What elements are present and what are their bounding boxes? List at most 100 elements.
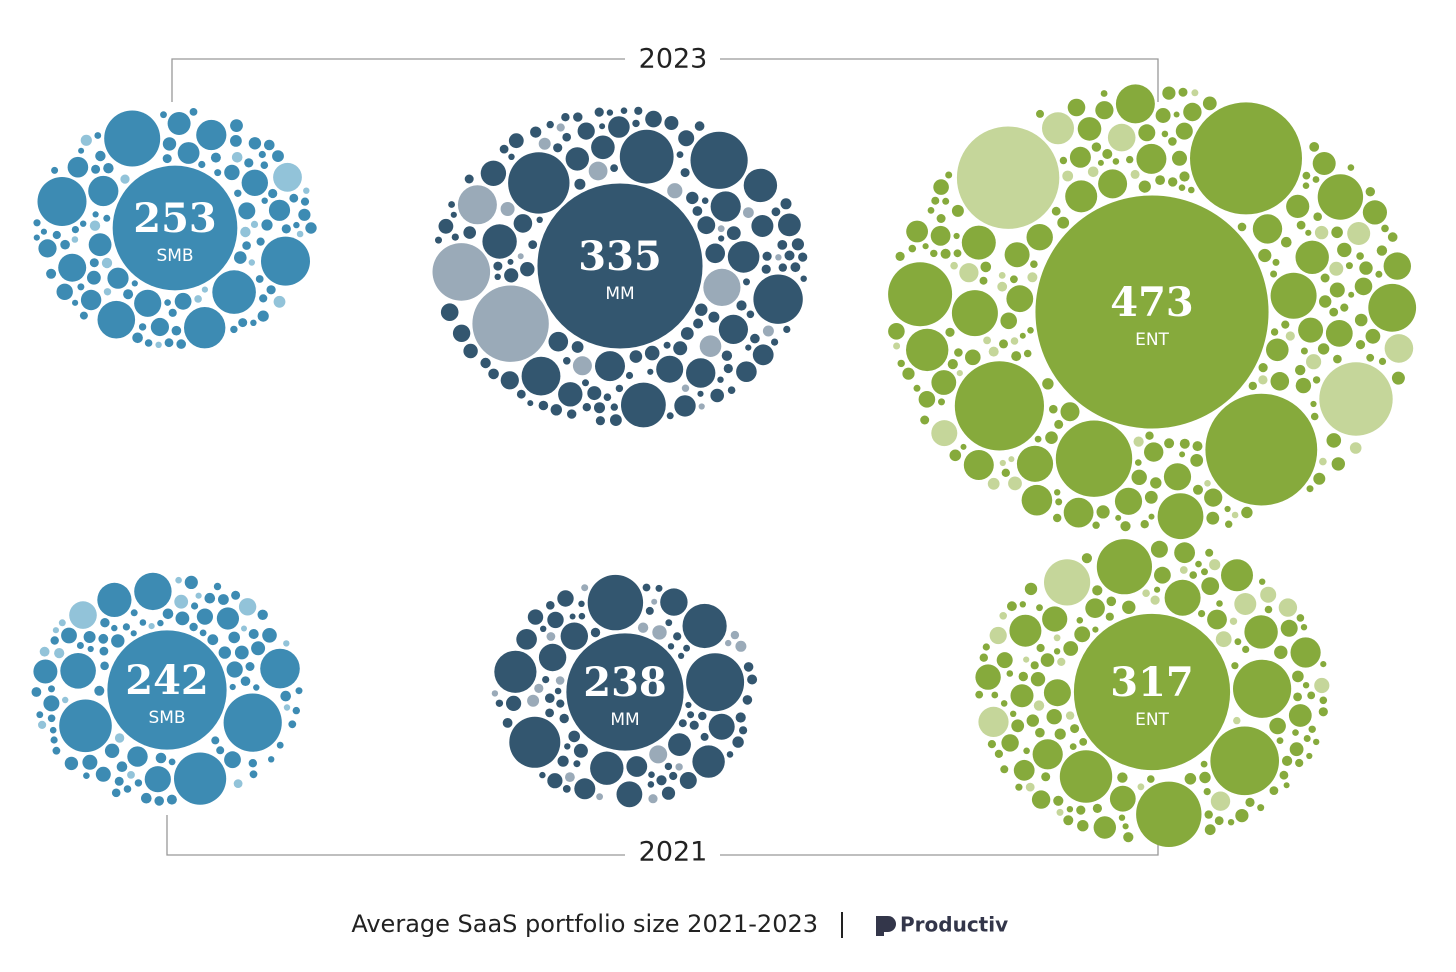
decor-bubble [1174, 542, 1195, 564]
decor-bubble [1178, 87, 1188, 97]
decor-bubble [1205, 548, 1214, 557]
decor-bubble [472, 285, 549, 362]
decor-bubble [36, 711, 44, 719]
decor-bubble [1092, 803, 1102, 814]
decor-bubble [930, 225, 951, 246]
decor-bubble [567, 409, 577, 419]
decor-bubble [708, 713, 735, 740]
decor-bubble [1288, 704, 1312, 727]
decor-bubble [1289, 742, 1304, 757]
decor-bubble [553, 143, 563, 153]
decor-bubble [1092, 585, 1103, 596]
decor-bubble [33, 219, 41, 227]
decor-bubble [1092, 626, 1099, 633]
decor-bubble [130, 630, 137, 637]
decor-bubble [675, 763, 683, 771]
decor-bubble [1201, 568, 1208, 576]
decor-bubble [1179, 566, 1188, 574]
decor-bubble [1163, 463, 1192, 491]
decor-bubble [120, 174, 130, 184]
decor-bubble [1054, 728, 1066, 740]
decor-bubble [293, 221, 300, 229]
decor-bubble [591, 135, 615, 160]
decor-bubble [927, 207, 935, 214]
decor-bubble [230, 119, 243, 132]
decor-bubble [1224, 505, 1231, 513]
decor-bubble [1010, 684, 1034, 708]
decor-bubble [1154, 586, 1161, 593]
decor-bubble [123, 785, 132, 793]
decor-bubble [1216, 600, 1223, 607]
decor-bubble [1242, 645, 1250, 654]
decor-bubble [1062, 170, 1074, 182]
decor-bubble [47, 714, 56, 723]
decor-bubble [100, 661, 109, 671]
decor-bubble [107, 267, 129, 289]
decor-bubble [283, 704, 291, 711]
decor-bubble [198, 160, 206, 169]
decor-bubble [303, 187, 310, 194]
decor-bubble [111, 634, 125, 648]
decor-bubble [1157, 493, 1204, 540]
decor-bubble [268, 756, 275, 763]
decor-bubble [1011, 351, 1022, 362]
logo-bar [876, 916, 884, 936]
decor-bubble [1067, 98, 1086, 117]
decor-bubble [64, 756, 79, 771]
decor-bubble [1051, 206, 1061, 216]
decor-bubble [594, 107, 604, 117]
decor-bubble [931, 370, 957, 395]
decor-bubble [60, 239, 70, 250]
decor-bubble [1312, 376, 1321, 384]
decor-bubble [1184, 773, 1197, 785]
decor-bubble [231, 152, 243, 163]
decor-bubble [212, 270, 256, 314]
decor-bubble [1300, 624, 1308, 631]
decor-bubble [1087, 166, 1099, 178]
decor-bubble [174, 594, 189, 609]
decor-bubble [698, 711, 707, 721]
decor-bubble [735, 712, 746, 723]
decor-bubble [1069, 743, 1077, 750]
decor-bubble [897, 359, 905, 368]
decor-bubble [1286, 194, 1310, 218]
brand-logo [876, 916, 896, 936]
decor-bubble [502, 718, 513, 728]
decor-bubble [663, 341, 671, 349]
decor-bubble [791, 238, 805, 251]
decor-bubble [38, 239, 57, 258]
decor-bubble [888, 323, 905, 340]
decor-bubble [574, 178, 586, 190]
decor-bubble [52, 746, 61, 755]
decor-bubble [678, 652, 685, 660]
decor-bubble [1126, 155, 1134, 164]
decor-bubble [1154, 566, 1171, 584]
decor-bubble [1296, 220, 1306, 230]
decor-bubble [1026, 714, 1040, 727]
decor-bubble [651, 598, 658, 605]
decor-bubble [482, 224, 517, 259]
decor-bubble [692, 206, 703, 216]
decor-bubble [784, 250, 795, 261]
decor-bubble [697, 390, 704, 397]
decor-bubble [1258, 375, 1268, 385]
decor-bubble [1313, 738, 1320, 746]
decor-bubble [534, 683, 544, 694]
decor-bubble [736, 300, 747, 311]
decor-bubble [693, 318, 704, 329]
decor-bubble [175, 611, 190, 626]
decor-bubble [1172, 150, 1187, 166]
decor-bubble [1030, 661, 1039, 670]
decor-bubble [103, 288, 112, 296]
decor-bubble [1244, 615, 1278, 649]
decor-bubble [131, 280, 138, 287]
decor-bubble [1060, 402, 1080, 422]
decor-bubble [1201, 577, 1220, 595]
decor-bubble [167, 112, 191, 135]
decor-bubble [509, 716, 561, 768]
decor-bubble [705, 243, 725, 264]
decor-bubble [1092, 521, 1100, 529]
decor-bubble [933, 179, 949, 195]
decor-bubble [1231, 662, 1239, 670]
decor-bubble [155, 752, 167, 764]
